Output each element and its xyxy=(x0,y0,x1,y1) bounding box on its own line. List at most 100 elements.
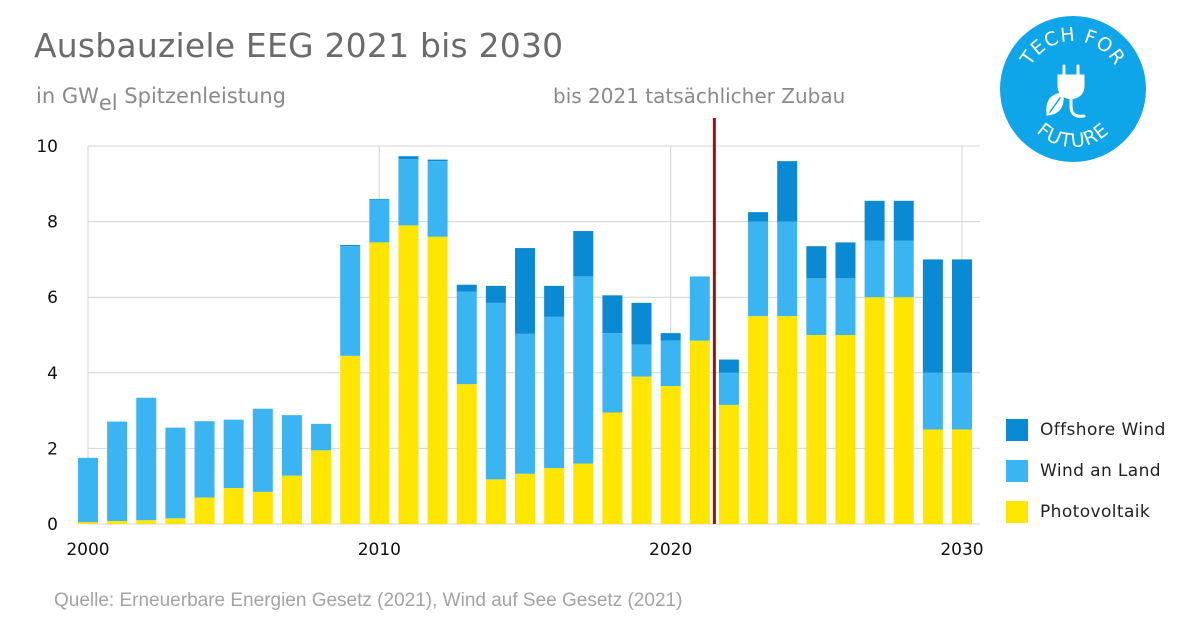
bar-photovoltaik xyxy=(864,297,885,524)
actual-buildout-annotation: bis 2021 tatsächlicher Zubau xyxy=(553,84,846,108)
bar-offshore-wind xyxy=(544,285,565,317)
chart-subtitle: in GWel Spitzenleistung xyxy=(36,84,286,115)
bar-offshore-wind xyxy=(952,259,972,373)
bar-wind-an-land xyxy=(398,159,419,226)
bar-stacks xyxy=(78,156,972,524)
bar-photovoltaik xyxy=(427,236,448,524)
y-tick-label: 6 xyxy=(47,288,58,308)
y-tick-label: 10 xyxy=(36,137,58,157)
legend-item-wind-an-land: Wind an Land xyxy=(1006,459,1166,482)
bar-offshore-wind xyxy=(748,212,769,222)
bar-photovoltaik xyxy=(922,429,943,524)
y-axis-ticks: 0 2 4 6 8 10 xyxy=(36,137,58,535)
bar-photovoltaik xyxy=(806,335,827,524)
legend-label-wind-an-land: Wind an Land xyxy=(1040,460,1161,481)
bar-photovoltaik xyxy=(485,479,506,524)
bar-wind-an-land xyxy=(602,333,623,413)
bar-wind-an-land xyxy=(194,421,215,498)
bar-offshore-wind xyxy=(573,231,594,277)
subtitle-subscript: el xyxy=(98,91,118,115)
bar-wind-an-land xyxy=(573,276,594,464)
y-tick-label: 0 xyxy=(47,515,58,535)
x-tick-label: 2020 xyxy=(649,540,692,560)
bar-wind-an-land xyxy=(311,423,332,451)
bar-offshore-wind xyxy=(340,245,361,247)
bar-photovoltaik xyxy=(369,242,390,524)
bar-wind-an-land xyxy=(281,415,302,476)
bar-wind-an-land xyxy=(660,340,681,387)
bar-wind-an-land xyxy=(340,246,361,356)
bar-wind-an-land xyxy=(544,316,565,469)
legend-swatch-photovoltaik xyxy=(1006,500,1028,523)
plug-leaf-icon xyxy=(1046,64,1086,118)
bar-photovoltaik xyxy=(777,316,798,524)
bar-photovoltaik xyxy=(281,475,302,524)
bar-wind-an-land xyxy=(864,240,885,298)
tech-for-future-logo: TECH FOR FUTURE xyxy=(1000,16,1146,162)
bar-wind-an-land xyxy=(136,397,157,521)
bar-wind-an-land xyxy=(806,278,827,335)
bar-offshore-wind xyxy=(864,200,885,241)
bar-wind-an-land xyxy=(922,372,943,430)
bar-wind-an-land xyxy=(252,408,273,492)
bar-wind-an-land xyxy=(427,161,448,237)
bar-photovoltaik xyxy=(515,473,535,524)
bar-wind-an-land xyxy=(631,344,652,377)
bar-photovoltaik xyxy=(602,412,623,524)
bar-offshore-wind xyxy=(660,333,681,341)
bar-photovoltaik xyxy=(340,355,361,524)
bar-offshore-wind xyxy=(369,198,390,200)
bar-wind-an-land xyxy=(515,333,535,474)
bar-photovoltaik xyxy=(718,404,739,524)
legend-swatch-offshore-wind xyxy=(1006,418,1028,441)
bar-photovoltaik xyxy=(544,468,565,524)
bar-wind-an-land xyxy=(369,199,390,243)
bar-wind-an-land xyxy=(78,457,98,523)
subtitle-prefix: in GW xyxy=(36,84,99,108)
legend-item-photovoltaik: Photovoltaik xyxy=(1006,500,1166,523)
bar-wind-an-land xyxy=(718,372,739,405)
bar-wind-an-land xyxy=(456,291,477,385)
bar-photovoltaik xyxy=(748,316,769,524)
bar-photovoltaik xyxy=(78,522,98,524)
bar-wind-an-land xyxy=(165,427,186,519)
bar-wind-an-land xyxy=(952,372,972,430)
bar-offshore-wind xyxy=(485,285,506,303)
bar-offshore-wind xyxy=(718,359,739,373)
bar-offshore-wind xyxy=(602,295,623,334)
bar-offshore-wind xyxy=(631,302,652,345)
legend-item-offshore-wind: Offshore Wind xyxy=(1006,418,1166,441)
y-tick-label: 2 xyxy=(47,439,58,459)
bar-photovoltaik xyxy=(660,386,681,524)
chart-title: Ausbauziele EEG 2021 bis 2030 xyxy=(34,26,564,65)
legend-label-offshore-wind: Offshore Wind xyxy=(1040,419,1166,440)
y-tick-label: 8 xyxy=(47,213,58,233)
bar-offshore-wind xyxy=(456,284,477,292)
bar-offshore-wind xyxy=(398,156,419,160)
bar-photovoltaik xyxy=(573,463,594,524)
bar-offshore-wind xyxy=(777,161,798,222)
bar-offshore-wind xyxy=(922,259,943,373)
bar-photovoltaik xyxy=(456,384,477,524)
bar-offshore-wind xyxy=(835,242,856,279)
bar-photovoltaik xyxy=(398,225,419,524)
x-tick-label: 2030 xyxy=(940,540,983,560)
bar-photovoltaik xyxy=(107,520,128,524)
legend-label-photovoltaik: Photovoltaik xyxy=(1040,501,1151,522)
bar-wind-an-land xyxy=(777,221,798,317)
bar-wind-an-land xyxy=(748,221,769,317)
bar-offshore-wind xyxy=(427,159,448,162)
x-tick-label: 2010 xyxy=(358,540,401,560)
bar-wind-an-land xyxy=(835,278,856,335)
source-note: Quelle: Erneuerbare Energien Gesetz (202… xyxy=(54,590,683,611)
bar-photovoltaik xyxy=(689,340,710,524)
bar-photovoltaik xyxy=(631,376,652,524)
bar-wind-an-land xyxy=(689,276,710,341)
bar-photovoltaik xyxy=(311,450,332,524)
bar-wind-an-land xyxy=(893,240,914,298)
subtitle-suffix: Spitzenleistung xyxy=(117,84,286,108)
bar-photovoltaik xyxy=(893,297,914,524)
x-tick-label: 2000 xyxy=(66,540,109,560)
x-axis-ticks: 2000 2010 2020 2030 xyxy=(66,540,983,560)
